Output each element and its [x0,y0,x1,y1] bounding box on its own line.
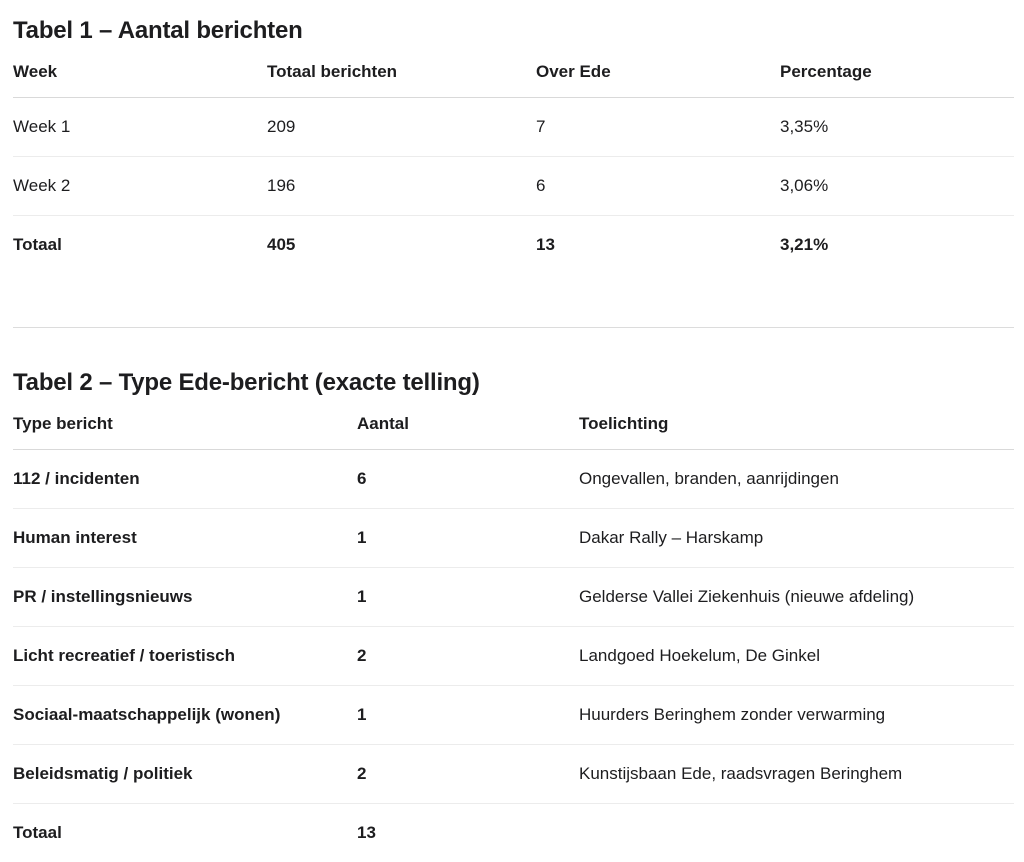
table1-cell-over-ede: 7 [536,97,780,157]
table1-cell-totaal: 209 [267,97,536,157]
table-row: Sociaal-maatschappelijk (wonen) 1 Huurde… [13,685,1014,745]
table2-cell-type: Sociaal-maatschappelijk (wonen) [13,685,357,745]
table2-total-label: Totaal [13,822,62,842]
table2-cell-toelichting: Landgoed Hoekelum, De Ginkel [579,626,1014,686]
table1-cell-over-ede: 6 [536,156,780,216]
table1-total-over-ede: 13 [536,234,555,254]
table-row: Week 1 209 7 3,35% [13,97,1014,157]
table2-cell-type: 112 / incidenten [13,449,357,509]
table-row: Beleidsmatig / politiek 2 Kunstijsbaan E… [13,744,1014,804]
table1-header-week: Week [13,48,267,98]
table-row: Human interest 1 Dakar Rally – Harskamp [13,508,1014,568]
table1-cell-week: Week 2 [13,156,267,216]
table1-cell-week: Week 1 [13,97,267,157]
table2-total-aantal: 13 [357,822,376,842]
table1-header-row: Week Totaal berichten Over Ede Percentag… [13,48,1014,98]
table2-cell-aantal: 2 [357,626,579,686]
table2-cell-aantal: 1 [357,508,579,568]
table1-header-over-ede: Over Ede [536,48,780,98]
table2-section: Tabel 2 – Type Ede-bericht (exacte telli… [13,366,1014,862]
table2-cell-aantal: 1 [357,567,579,627]
table2-cell-aantal: 6 [357,449,579,509]
table1-total-totaal: 405 [267,234,296,254]
table2-cell-type: Human interest [13,508,357,568]
table1-cell-totaal: 196 [267,156,536,216]
table2-cell-aantal: 1 [357,685,579,745]
table1-total-row: Totaal 405 13 3,21% [13,215,1014,274]
table-row: Week 2 196 6 3,06% [13,156,1014,216]
section-divider [13,327,1014,328]
table1-section: Tabel 1 – Aantal berichten Week Totaal b… [13,14,1014,274]
table2-cell-type: Licht recreatief / toeristisch [13,626,357,686]
table1-header-percentage: Percentage [780,48,1014,98]
table2-header-aantal: Aantal [357,400,579,450]
table2-total-toelichting [579,803,1014,862]
table-row: 112 / incidenten 6 Ongevallen, branden, … [13,449,1014,509]
table1-header-totaal-berichten: Totaal berichten [267,48,536,98]
table2-cell-type: PR / instellingsnieuws [13,567,357,627]
table1-total-percentage: 3,21% [780,234,829,254]
table2-header-row: Type bericht Aantal Toelichting [13,400,1014,450]
table2-cell-toelichting: Huurders Beringhem zonder verwarming [579,685,1014,745]
table1: Week Totaal berichten Over Ede Percentag… [13,48,1014,274]
table-row: Licht recreatief / toeristisch 2 Landgoe… [13,626,1014,686]
table2-cell-aantal: 2 [357,744,579,804]
table2-total-row: Totaal 13 [13,803,1014,862]
table2-cell-toelichting: Dakar Rally – Harskamp [579,508,1014,568]
table2-cell-toelichting: Gelderse Vallei Ziekenhuis (nieuwe afdel… [579,567,1014,627]
table1-title: Tabel 1 – Aantal berichten [13,17,303,44]
table2: Type bericht Aantal Toelichting 112 / in… [13,400,1014,862]
table2-header-toelichting: Toelichting [579,400,1014,450]
table1-cell-percentage: 3,06% [780,156,1014,216]
table-row: PR / instellingsnieuws 1 Gelderse Vallei… [13,567,1014,627]
table2-cell-toelichting: Ongevallen, branden, aanrijdingen [579,449,1014,509]
table1-cell-percentage: 3,35% [780,97,1014,157]
table1-total-label: Totaal [13,234,62,254]
table2-title: Tabel 2 – Type Ede-bericht (exacte telli… [13,369,480,396]
table2-header-type: Type bericht [13,400,357,450]
table2-cell-toelichting: Kunstijsbaan Ede, raadsvragen Beringhem [579,744,1014,804]
table2-cell-type: Beleidsmatig / politiek [13,744,357,804]
